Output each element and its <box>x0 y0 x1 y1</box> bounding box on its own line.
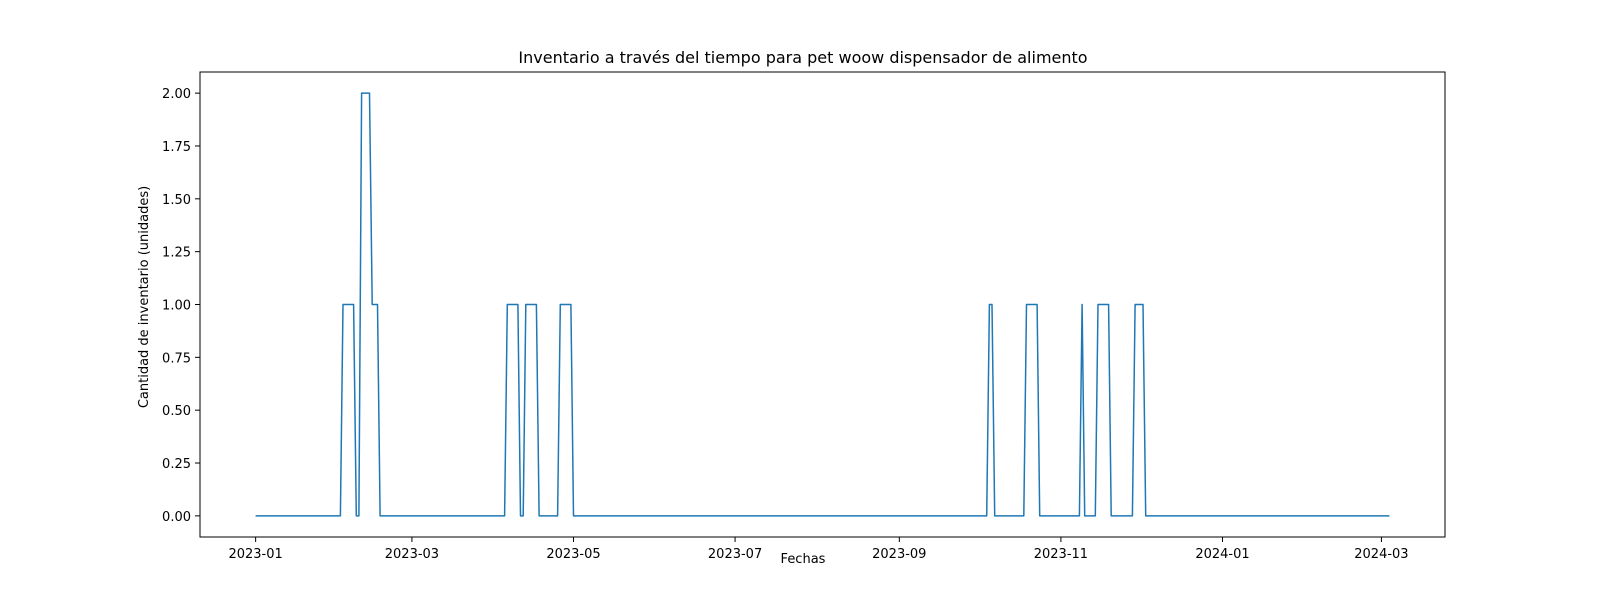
x-tick-label: 2024-01 <box>1195 547 1249 562</box>
y-tick-label: 2.00 <box>162 87 191 102</box>
x-tick-label: 2023-07 <box>708 547 762 562</box>
x-tick-label: 2023-11 <box>1034 547 1088 562</box>
x-tick-label: 2023-05 <box>546 547 600 562</box>
inventory-series-line <box>255 92 1390 517</box>
y-tick-label: 1.00 <box>162 299 191 314</box>
data-series <box>255 92 1390 517</box>
y-tick-label: 1.50 <box>162 193 191 208</box>
plot-frame <box>199 71 1446 538</box>
y-tick-label: 0.00 <box>162 510 191 525</box>
x-axis-label: Fechas <box>781 552 826 567</box>
x-tick-label: 2023-03 <box>385 547 439 562</box>
y-tick-label: 0.50 <box>162 404 191 419</box>
y-tick-label: 0.75 <box>162 351 191 366</box>
x-tick-label: 2023-01 <box>228 547 282 562</box>
y-tick-label: 0.25 <box>162 457 191 472</box>
y-tick-label: 1.25 <box>162 246 191 261</box>
y-tick-label: 1.75 <box>162 140 191 155</box>
y-axis-label: Cantidad de inventario (unidades) <box>137 186 152 408</box>
chart-title: Inventario a través del tiempo para pet … <box>518 48 1087 67</box>
axis-ticks: 2023-01 2023-03 2023-05 2023-07 2023-09 2023-… <box>162 87 1409 562</box>
x-tick-label: 2023-09 <box>872 547 926 562</box>
x-tick-label: 2024-03 <box>1354 547 1408 562</box>
